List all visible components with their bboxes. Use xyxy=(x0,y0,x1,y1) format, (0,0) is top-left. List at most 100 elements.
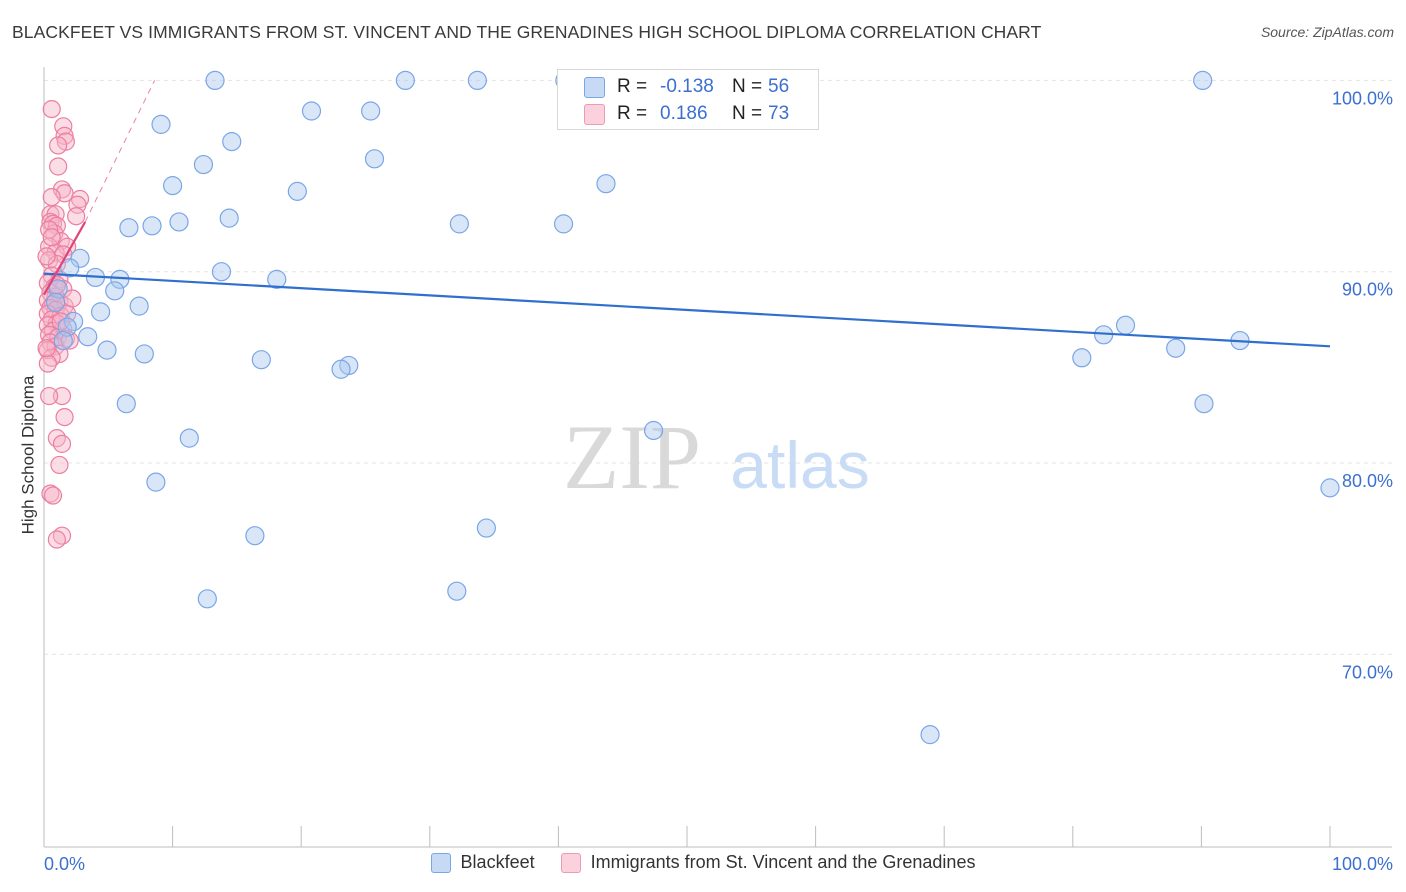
stats-n-label: N = xyxy=(732,76,763,97)
watermark-zip: ZIP xyxy=(563,406,701,508)
stats-r-value: 0.186 xyxy=(660,103,708,124)
stats-swatch-blue xyxy=(584,76,605,98)
stats-n-value: 73 xyxy=(768,103,790,124)
blue-point xyxy=(116,394,136,414)
blue-point xyxy=(193,154,214,175)
pink-point xyxy=(68,195,87,214)
blue-point xyxy=(643,420,664,441)
pink-point xyxy=(38,354,57,373)
pink-point xyxy=(42,187,61,207)
blue-point xyxy=(476,518,496,538)
watermark-atlas: atlas xyxy=(730,428,869,502)
blue-point xyxy=(1320,478,1340,498)
blackfeet-trend-line xyxy=(43,272,1331,348)
blue-point xyxy=(467,70,487,91)
blue-point xyxy=(105,281,125,301)
legend-item-immigrants[interactable]: Immigrants from St. Vincent and the Gren… xyxy=(560,852,976,873)
y-tick-label: 90.0% xyxy=(1342,280,1393,300)
pink-point xyxy=(47,530,66,549)
legend-label: Immigrants from St. Vincent and the Gren… xyxy=(590,852,976,872)
source-credit: Source: ZipAtlas.com xyxy=(1260,24,1394,40)
legend-item-blackfeet[interactable]: Blackfeet xyxy=(430,852,535,873)
blue-point xyxy=(301,101,322,121)
stats-n-label: N = xyxy=(732,103,763,124)
pink-point xyxy=(52,386,72,406)
pink-point xyxy=(37,247,56,266)
pink-point xyxy=(42,228,61,247)
blue-point xyxy=(151,114,171,134)
y-tick-label: 70.0% xyxy=(1342,662,1393,682)
gridlines xyxy=(44,79,1392,655)
blue-point xyxy=(267,269,287,289)
blue-point xyxy=(361,101,381,121)
immigrants-trend-line xyxy=(43,221,87,296)
blue-point xyxy=(1072,348,1092,368)
stats-r-label: R = xyxy=(617,103,648,124)
blue-point xyxy=(449,214,469,234)
chart-title: BLACKFEET VS IMMIGRANTS FROM ST. VINCENT… xyxy=(12,22,1042,42)
stats-r-label: R = xyxy=(617,76,648,97)
x-tick-label: 0.0% xyxy=(44,854,85,874)
blue-point xyxy=(45,292,66,312)
pink-point xyxy=(67,207,86,226)
tick-labels: 70.0% 80.0% 90.0% 100.0% 0.0% 100.0% xyxy=(44,88,1393,874)
pink-point xyxy=(55,126,74,145)
y-tick-label: 100.0% xyxy=(1332,88,1393,108)
blue-point xyxy=(222,132,242,152)
pink-point xyxy=(42,99,61,119)
blue-point xyxy=(53,330,73,351)
pink-point xyxy=(43,486,63,505)
blue-point xyxy=(211,262,232,282)
blue-point xyxy=(70,248,90,268)
legend-label: Blackfeet xyxy=(460,852,535,872)
x-tick-label: 100.0% xyxy=(1332,854,1393,874)
blue-point xyxy=(364,149,385,169)
pink-series-points xyxy=(37,99,90,549)
stats-r-value: -0.138 xyxy=(660,76,714,97)
stats-n-value: 56 xyxy=(768,76,790,97)
pink-point xyxy=(54,117,73,136)
blue-point xyxy=(197,589,217,609)
legend-swatch-pink xyxy=(560,852,581,873)
blue-point xyxy=(97,340,117,360)
blue-point xyxy=(163,176,183,196)
blue-point xyxy=(142,216,162,236)
blue-point xyxy=(146,472,166,492)
blue-point xyxy=(119,218,139,238)
blue-point xyxy=(447,581,467,601)
blue-point xyxy=(596,174,616,194)
pink-point xyxy=(40,386,59,406)
blue-point xyxy=(90,302,111,322)
blue-point xyxy=(78,327,98,347)
blue-point xyxy=(1194,394,1214,414)
legend-swatch-blue xyxy=(430,852,451,873)
blue-point xyxy=(920,725,940,745)
pink-point xyxy=(50,455,69,475)
pink-point xyxy=(49,136,68,155)
blue-point xyxy=(395,70,415,91)
pink-point xyxy=(52,434,72,453)
legend: Blackfeet Immigrants from St. Vincent an… xyxy=(0,852,1406,873)
blue-point xyxy=(1115,315,1136,335)
blue-point xyxy=(287,181,307,201)
blue-point xyxy=(205,70,225,91)
blue-point xyxy=(1193,70,1213,91)
immigrants-trend-extension xyxy=(84,80,156,223)
blue-point xyxy=(129,296,149,316)
pink-point xyxy=(41,484,60,503)
blue-point xyxy=(251,350,271,370)
blue-point xyxy=(179,428,199,448)
blue-point xyxy=(169,212,189,232)
pink-point xyxy=(47,429,66,448)
pink-point xyxy=(37,339,56,358)
blue-point xyxy=(553,214,574,234)
stats-swatch-pink xyxy=(584,103,605,125)
blue-point xyxy=(219,208,239,228)
blue-point xyxy=(1166,338,1186,358)
axes xyxy=(43,67,1392,848)
pink-point xyxy=(49,157,68,176)
blue-point xyxy=(60,258,80,278)
watermark: ZIP atlas xyxy=(563,406,870,508)
stats-box: R = -0.138 N = 56 R = 0.186 N = 73 xyxy=(557,69,819,130)
